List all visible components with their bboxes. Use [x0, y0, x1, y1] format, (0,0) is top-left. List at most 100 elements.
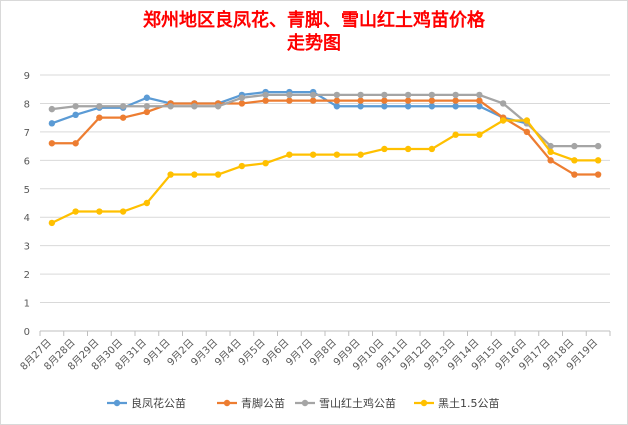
series-line: [50, 99, 600, 176]
data-point: [476, 103, 483, 110]
data-point: [333, 97, 341, 104]
data-point: [404, 145, 412, 153]
data-point: [499, 117, 507, 124]
data-point: [96, 208, 103, 215]
series-group: [48, 88, 602, 227]
data-point: [428, 97, 436, 104]
series-2: [48, 97, 602, 178]
data-point: [476, 131, 483, 138]
data-point: [452, 131, 459, 138]
series-4: [48, 117, 602, 227]
data-point: [452, 91, 459, 99]
data-point: [214, 171, 222, 178]
data-point: [594, 142, 602, 150]
data-point: [571, 171, 578, 178]
data-point: [48, 105, 56, 113]
data-point: [72, 208, 79, 215]
data-point: [357, 97, 364, 104]
data-point: [547, 142, 554, 150]
data-point: [404, 91, 412, 99]
data-point: [262, 97, 269, 104]
data-point: [333, 151, 341, 158]
data-point: [143, 108, 151, 116]
data-point: [119, 208, 127, 215]
data-point: [72, 111, 79, 119]
data-point: [309, 151, 317, 158]
data-point: [48, 219, 56, 227]
data-point: [381, 97, 388, 104]
data-point: [357, 151, 364, 158]
data-point: [381, 91, 388, 99]
chart-title-line1: 郑州地区良凤花、青脚、雪山红土鸡苗价格: [143, 10, 485, 31]
data-point: [72, 103, 79, 110]
data-point: [191, 103, 198, 110]
data-point: [428, 145, 436, 153]
data-point: [571, 157, 578, 164]
data-point: [381, 145, 388, 153]
legend-label: 雪山红土鸡公苗: [319, 396, 396, 410]
data-point: [286, 97, 293, 104]
data-point: [333, 103, 341, 110]
y-axis: 0 1 2 3 4 5 6 7 8 9: [24, 71, 30, 338]
y-tick-label: 4: [24, 213, 30, 224]
data-point: [594, 157, 602, 164]
data-point: [167, 103, 174, 110]
data-point: [48, 120, 56, 127]
data-point: [523, 117, 531, 124]
data-point: [523, 128, 531, 136]
data-point: [357, 91, 364, 99]
data-point: [262, 91, 269, 99]
data-point: [476, 91, 483, 99]
legend-label: 青脚公苗: [241, 396, 285, 410]
legend-label: 黑土1.5公苗: [438, 397, 500, 410]
legend-swatch-marker: [113, 399, 121, 407]
data-point: [238, 100, 246, 107]
gridlines: [40, 74, 610, 332]
data-point: [309, 97, 317, 104]
data-point: [357, 103, 364, 110]
data-point: [547, 157, 554, 164]
data-point: [309, 91, 317, 99]
data-point: [143, 103, 151, 110]
data-point: [476, 97, 483, 104]
y-tick-label: 5: [24, 185, 30, 196]
data-point: [404, 97, 412, 104]
data-point: [119, 103, 127, 110]
x-axis: 8月27日8月28日8月29日8月30日8月31日9月1日9月2日9月3日9月4…: [18, 331, 611, 373]
data-point: [72, 140, 79, 147]
data-point: [167, 171, 174, 178]
series-line: [50, 93, 600, 148]
legend-swatch-marker: [301, 399, 309, 407]
data-point: [381, 103, 388, 110]
data-point: [143, 199, 151, 207]
data-point: [404, 103, 412, 110]
data-point: [214, 103, 222, 110]
data-point: [48, 140, 56, 147]
chart-title-line2: 走势图: [287, 33, 341, 54]
data-point: [452, 97, 459, 104]
data-point: [96, 114, 103, 121]
legend-swatch-marker: [420, 399, 428, 407]
data-point: [594, 171, 602, 178]
data-point: [262, 159, 269, 167]
y-tick-label: 6: [24, 156, 30, 167]
y-tick-label: 9: [24, 71, 30, 82]
data-point: [96, 103, 103, 110]
y-tick-label: 1: [24, 299, 30, 310]
data-point: [499, 100, 507, 107]
data-point: [119, 114, 127, 121]
y-tick-label: 2: [24, 270, 30, 281]
legend-label: 良凤花公苗: [131, 396, 186, 410]
data-point: [547, 148, 554, 155]
series-3: [48, 91, 602, 150]
y-tick-label: 7: [24, 128, 30, 139]
data-point: [286, 91, 293, 99]
data-point: [428, 103, 436, 110]
data-point: [238, 162, 246, 170]
legend-swatch-marker: [223, 399, 231, 407]
y-tick-label: 3: [24, 242, 30, 253]
data-point: [191, 171, 198, 178]
data-point: [143, 94, 151, 101]
data-point: [238, 94, 246, 101]
